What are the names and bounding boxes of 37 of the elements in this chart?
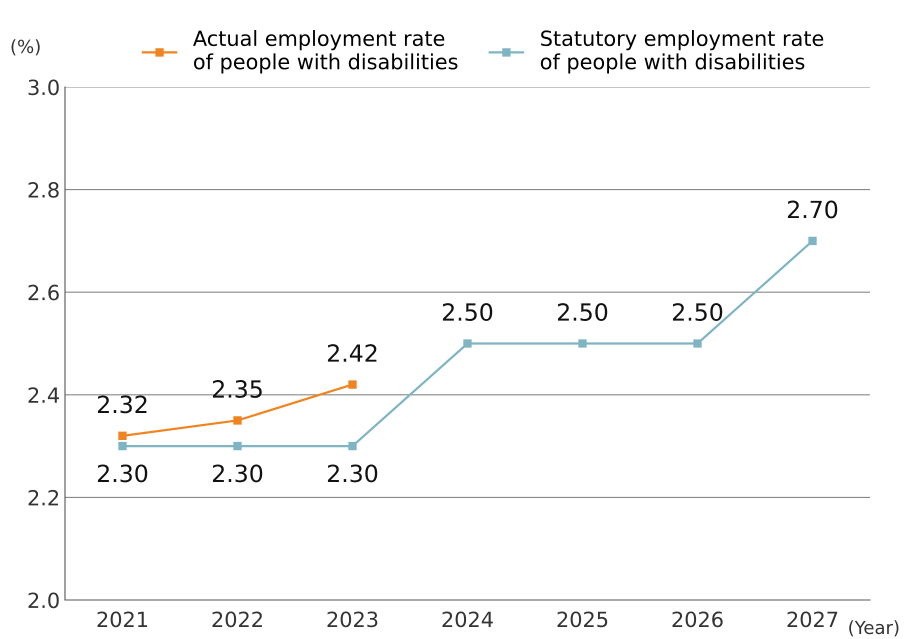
x-tick-label: 2021 bbox=[98, 611, 148, 628]
legend-label: Actual employment rate of people with disabilities bbox=[193, 30, 458, 74]
x-tick-label: 2023 bbox=[328, 611, 378, 628]
data-label: 2.70 bbox=[788, 200, 838, 218]
x-tick-label: 2026 bbox=[672, 611, 723, 628]
data-label: 2.32 bbox=[98, 395, 146, 414]
point bbox=[463, 339, 472, 348]
data-label: 2.50 bbox=[558, 303, 608, 321]
data-label: 2.50 bbox=[672, 303, 722, 321]
data-label: 2.35 bbox=[212, 380, 262, 398]
y-axis-title: (%) bbox=[12, 39, 40, 56]
x-tick-label: 2024 bbox=[442, 611, 493, 628]
y-tick-label: 2.4 bbox=[28, 387, 59, 403]
y-tick-label: 2.0 bbox=[28, 592, 59, 608]
y-tick-label: 2.8 bbox=[28, 182, 59, 198]
point bbox=[578, 339, 587, 348]
data-label: 2.30 bbox=[212, 464, 262, 482]
x-tick-label: 2027 bbox=[788, 611, 838, 628]
point bbox=[348, 380, 357, 389]
data-label: 2.30 bbox=[328, 464, 378, 482]
point bbox=[348, 442, 357, 450]
point bbox=[118, 442, 127, 450]
point bbox=[693, 339, 702, 348]
x-tick-label: 2025 bbox=[558, 611, 608, 628]
data-label: 2.30 bbox=[98, 464, 148, 482]
legend-label: Statutory employment rate of people with disabilities bbox=[540, 30, 824, 74]
point bbox=[808, 236, 817, 246]
y-tick-label: 3.0 bbox=[28, 79, 59, 96]
data-label: 2.42 bbox=[328, 344, 376, 362]
y-tick-label: 2.6 bbox=[28, 284, 59, 300]
y-tick-label: 2.2 bbox=[28, 490, 58, 506]
point bbox=[233, 442, 242, 450]
x-axis-title: (Year) bbox=[849, 620, 898, 636]
data-label: 2.50 bbox=[442, 303, 492, 321]
point bbox=[118, 432, 127, 440]
point bbox=[233, 416, 242, 425]
x-tick-label: 2022 bbox=[212, 611, 262, 628]
